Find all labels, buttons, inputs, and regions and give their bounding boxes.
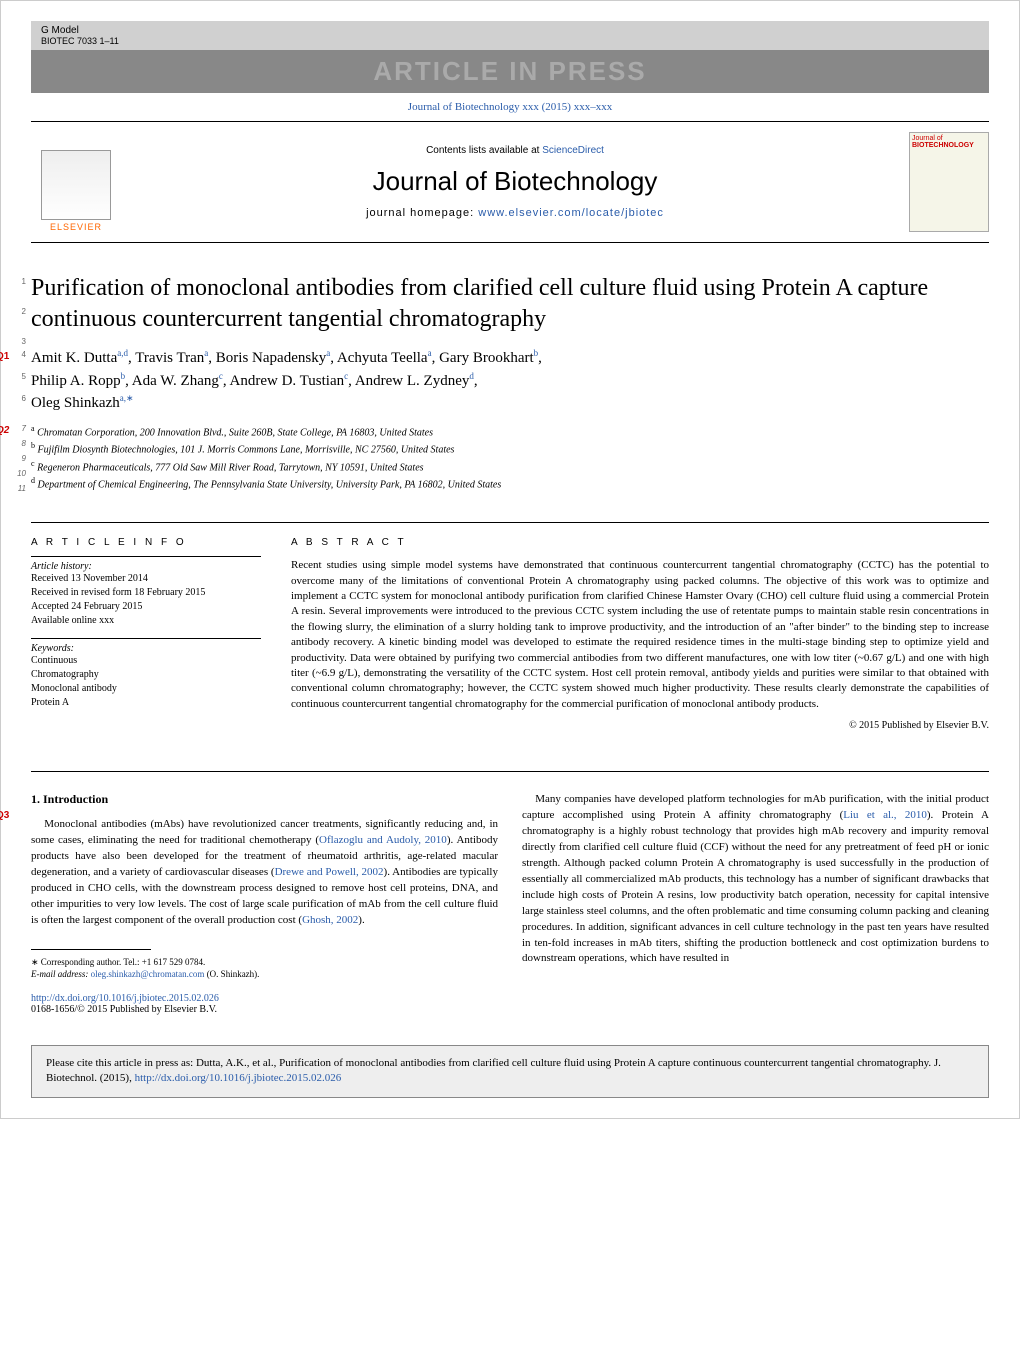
journal-header: ELSEVIER Contents lists available at Sci… [31, 122, 989, 243]
authors: Q1 4 5 6 Amit K. Duttaa,d, Travis Trana,… [31, 347, 989, 415]
article-title: 1 2 3 Purification of monoclonal antibod… [31, 273, 989, 335]
affiliation: a Chromatan Corporation, 200 Innovation … [31, 423, 989, 440]
line-num: 9 [6, 453, 26, 465]
line-num: 8 [6, 438, 26, 450]
line-num: 4 [6, 349, 26, 361]
elsevier-logo: ELSEVIER [31, 132, 121, 232]
author: , Gary Brookhart [432, 350, 534, 366]
email-link[interactable]: oleg.shinkazh@chromatan.com [91, 969, 205, 979]
q3-mark: Q3 [0, 810, 9, 821]
ref-link[interactable]: Drewe and Powell, 2002 [275, 866, 384, 878]
affiliation: b Fujifilm Diosynth Biotechnologies, 101… [31, 440, 989, 457]
copyright: © 2015 Published by Elsevier B.V. [291, 720, 989, 731]
author: , [538, 350, 542, 366]
press-banner: ARTICLE IN PRESS [31, 50, 989, 93]
cite-doi-link[interactable]: http://dx.doi.org/10.1016/j.jbiotec.2015… [135, 1072, 342, 1084]
elsevier-text: ELSEVIER [50, 222, 102, 232]
author: , [474, 373, 478, 389]
affiliation: c Regeneron Pharmaceuticals, 777 Old Saw… [31, 458, 989, 475]
line-num: 6 [6, 393, 26, 405]
model-info: G Model BIOTEC 7033 1–11 [41, 25, 119, 46]
journal-name: Journal of Biotechnology [121, 166, 909, 197]
revised: Received in revised form 18 February 201… [31, 586, 261, 600]
keyword: Monoclonal antibody [31, 682, 261, 696]
homepage-link[interactable]: www.elsevier.com/locate/jbiotec [478, 207, 664, 219]
line-num: 5 [6, 371, 26, 383]
abstract-text: Recent studies using simple model system… [291, 558, 989, 712]
title-block: 1 2 3 Purification of monoclonal antibod… [31, 273, 989, 492]
info-heading: A R T I C L E I N F O [31, 537, 261, 548]
left-column: Q3 1. Introduction Monoclonal antibodies… [31, 792, 498, 1015]
line-num: 7 [6, 423, 26, 435]
online: Available online xxx [31, 614, 261, 628]
intro-heading: 1. Introduction [31, 792, 498, 807]
received: Received 13 November 2014 [31, 572, 261, 586]
keywords-head: Keywords: [31, 638, 261, 654]
g-model: G Model [41, 25, 119, 36]
citation-box: Please cite this article in press as: Du… [31, 1045, 989, 1098]
corresponding-footnote: ∗ Corresponding author. Tel.: +1 617 529… [31, 956, 498, 981]
author: , Andrew L. Zydney [348, 373, 469, 389]
sciencedirect-link[interactable]: ScienceDirect [542, 145, 604, 156]
article-info: A R T I C L E I N F O Article history: R… [31, 537, 261, 731]
history-head: Article history: [31, 556, 261, 572]
page: G Model BIOTEC 7033 1–11 ARTICLE IN PRES… [0, 0, 1020, 1119]
affiliation: d Department of Chemical Engineering, Th… [31, 475, 989, 492]
intro-para2: Many companies have developed platform t… [522, 792, 989, 967]
keyword: Protein A [31, 696, 261, 710]
header-center: Contents lists available at ScienceDirec… [121, 145, 909, 219]
footnote-separator [31, 949, 151, 950]
author: Oleg Shinkazh [31, 395, 120, 411]
doi-link[interactable]: http://dx.doi.org/10.1016/j.jbiotec.2015… [31, 993, 219, 1004]
affil-sup: a,∗ [120, 393, 134, 403]
intro-para1: Monoclonal antibodies (mAbs) have revolu… [31, 817, 498, 929]
affil-sup: a,d [117, 348, 128, 358]
email-line: E-mail address: oleg.shinkazh@chromatan.… [31, 968, 498, 981]
keyword: Chromatography [31, 668, 261, 682]
corr-text: ∗ Corresponding author. Tel.: +1 617 529… [31, 956, 498, 969]
abstract: A B S T R A C T Recent studies using sim… [291, 537, 989, 731]
contents-list: Contents lists available at ScienceDirec… [121, 145, 909, 156]
title-text: Purification of monoclonal antibodies fr… [31, 275, 928, 332]
top-bar: G Model BIOTEC 7033 1–11 [31, 21, 989, 50]
line-num: 3 [6, 337, 26, 347]
info-abstract-block: A R T I C L E I N F O Article history: R… [31, 522, 989, 731]
right-column: Many companies have developed platform t… [522, 792, 989, 1015]
contents-pre: Contents lists available at [426, 145, 542, 156]
author: , Travis Tran [128, 350, 204, 366]
line-num: 11 [6, 483, 26, 495]
issn: 0168-1656/© 2015 Published by Elsevier B… [31, 1004, 498, 1015]
author: Philip A. Ropp [31, 373, 121, 389]
line-num: 10 [6, 468, 26, 480]
ref-link[interactable]: Oflazoglu and Audoly, 2010 [319, 834, 447, 846]
author: , Boris Napadensky [208, 350, 326, 366]
journal-homepage: journal homepage: www.elsevier.com/locat… [121, 207, 909, 219]
journal-cover-thumb: Journal ofBIOTECHNOLOGY [909, 132, 989, 232]
author: , Ada W. Zhang [125, 373, 219, 389]
journal-ref: Journal of Biotechnology xxx (2015) xxx–… [31, 93, 989, 122]
ref-link[interactable]: Ghosh, 2002 [302, 914, 358, 926]
line-num: 2 [6, 307, 26, 317]
ref-link[interactable]: Liu et al., 2010 [843, 809, 927, 821]
doi-block: http://dx.doi.org/10.1016/j.jbiotec.2015… [31, 993, 498, 1015]
affiliations: Q2 7 8 9 10 11 a Chromatan Corporation, … [31, 423, 989, 492]
author: , Achyuta Teella [330, 350, 427, 366]
accepted: Accepted 24 February 2015 [31, 600, 261, 614]
author: Amit K. Dutta [31, 350, 117, 366]
author: , Andrew D. Tustian [223, 373, 344, 389]
line-num: 1 [6, 277, 26, 287]
body-columns: Q3 1. Introduction Monoclonal antibodies… [31, 771, 989, 1015]
keyword: Continuous [31, 654, 261, 668]
elsevier-tree-icon [41, 150, 111, 220]
cover-title: Journal ofBIOTECHNOLOGY [910, 133, 988, 151]
biotec-id: BIOTEC 7033 1–11 [41, 36, 119, 46]
journal-ref-link[interactable]: Journal of Biotechnology xxx (2015) xxx–… [408, 101, 612, 113]
homepage-pre: journal homepage: [366, 207, 478, 219]
abstract-heading: A B S T R A C T [291, 537, 989, 548]
